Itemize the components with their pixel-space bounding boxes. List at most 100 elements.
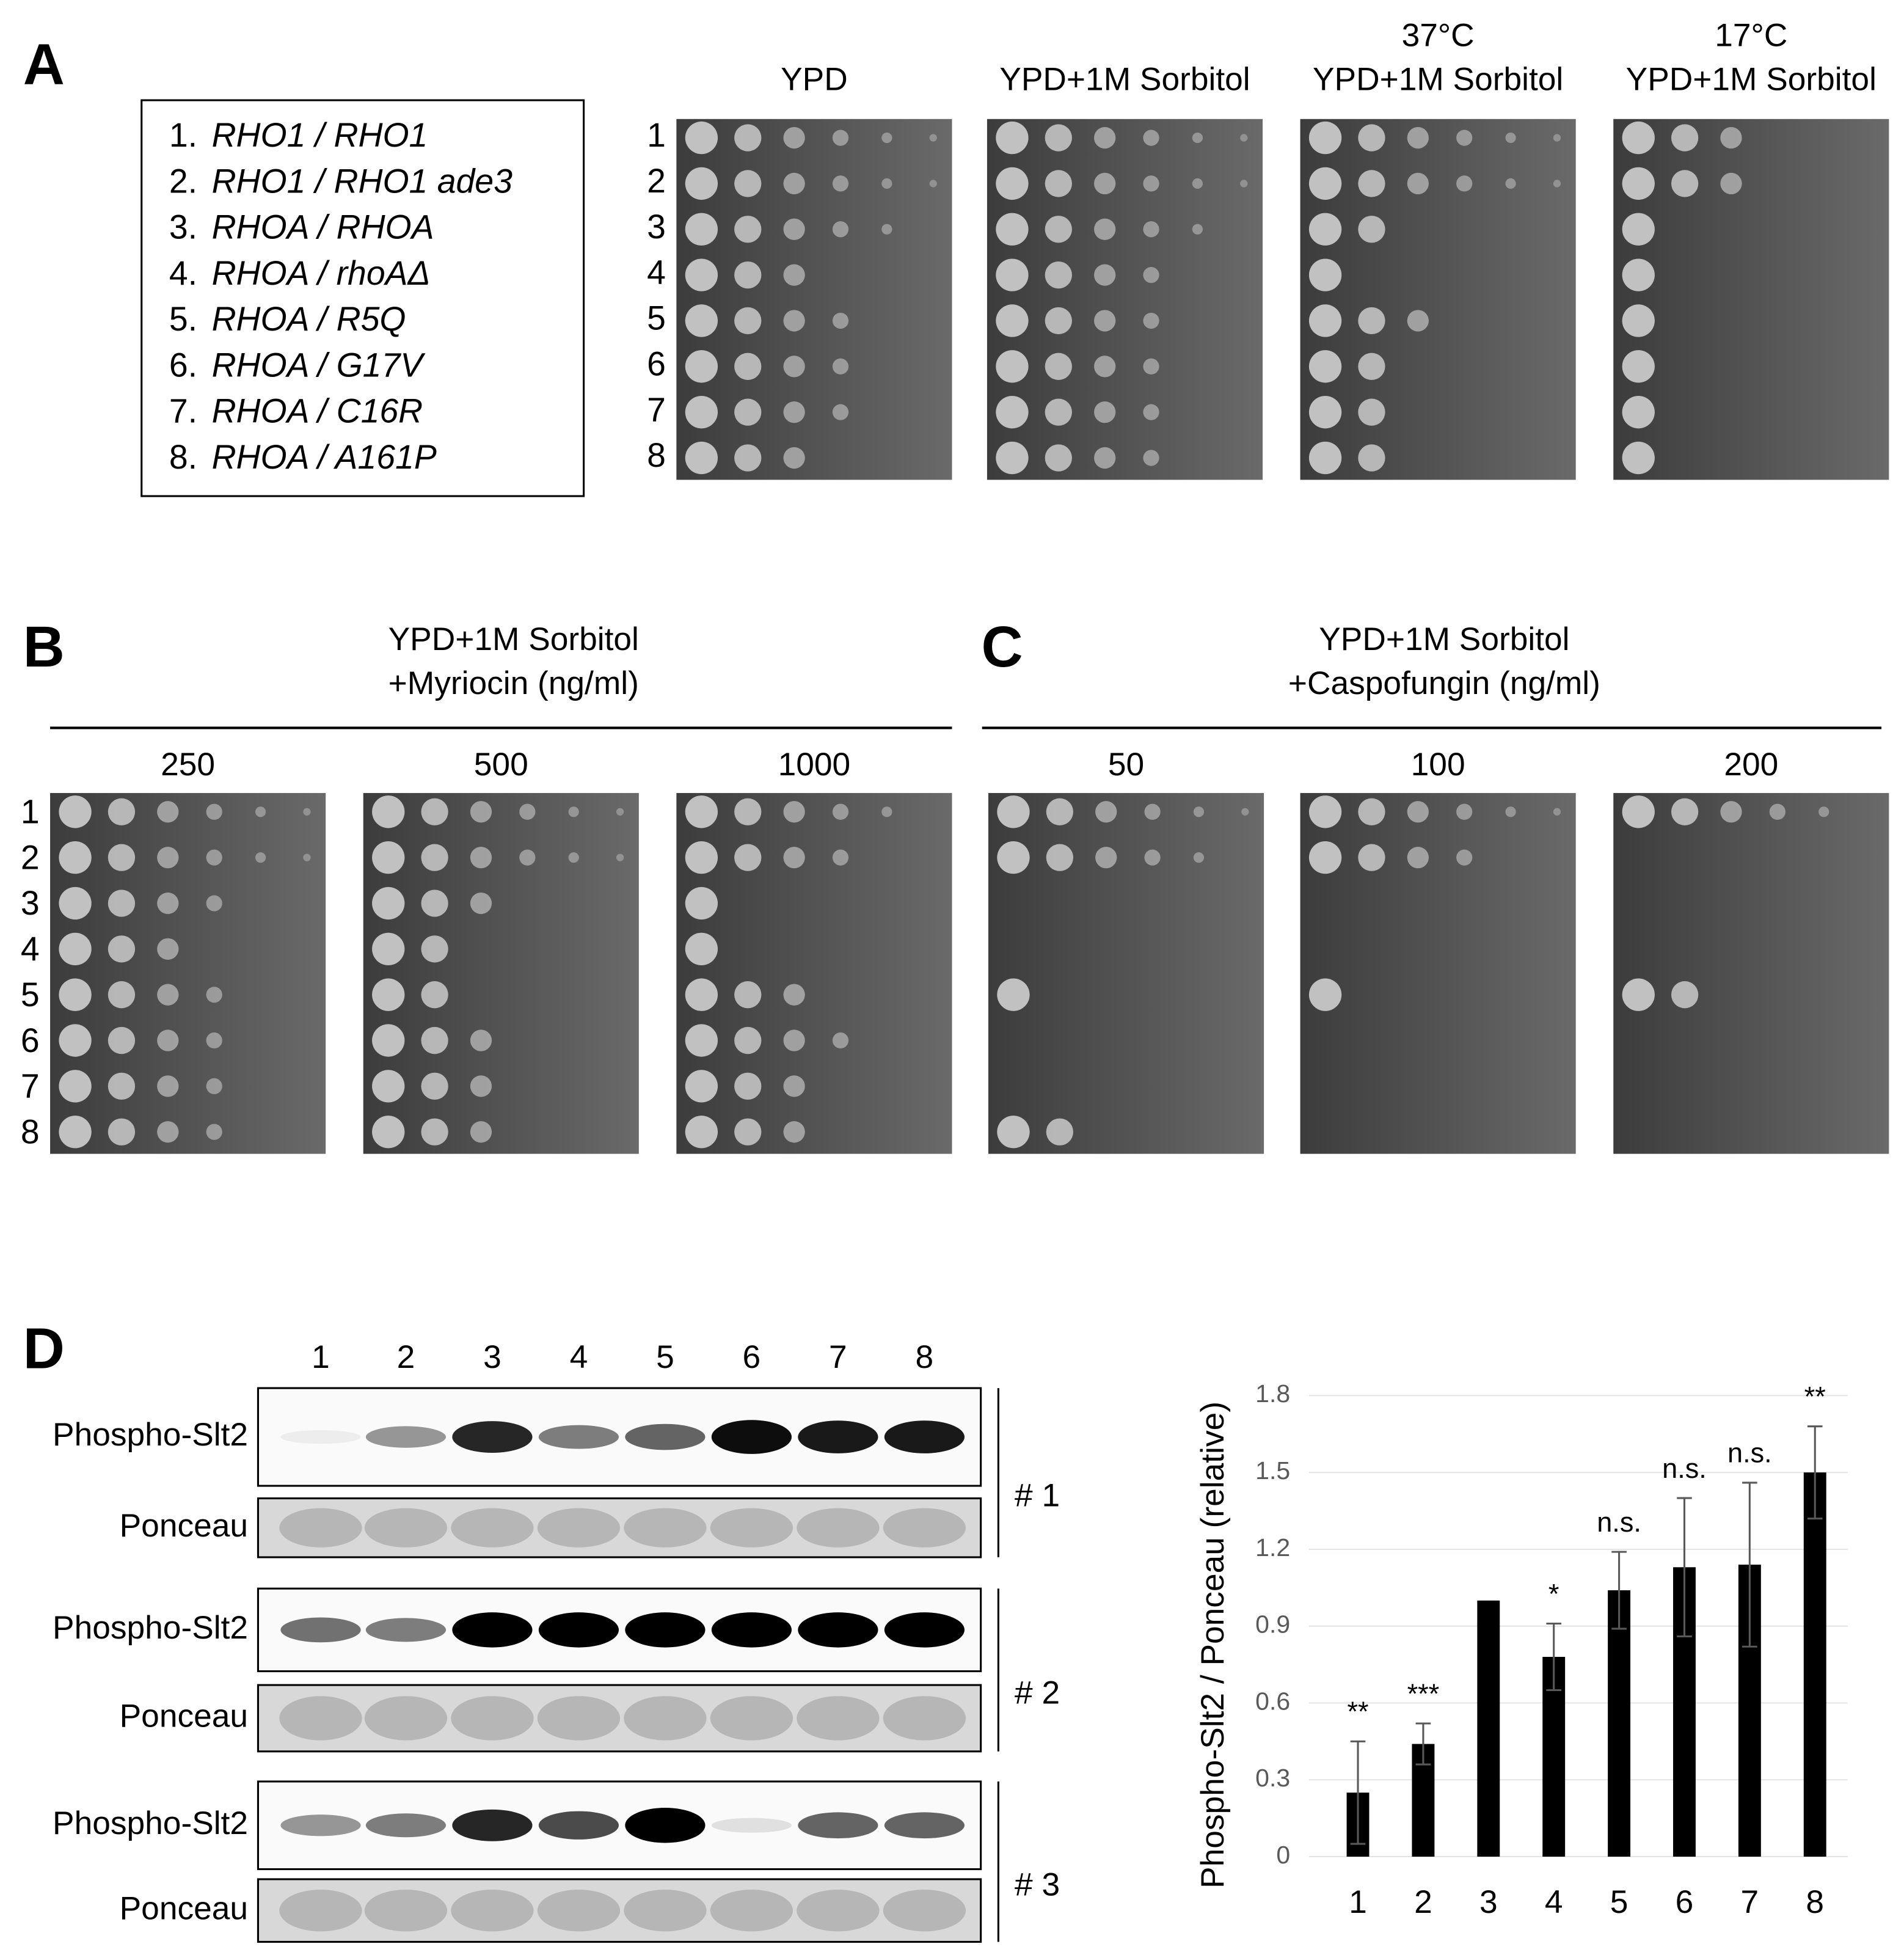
row-label: 8 (647, 436, 666, 474)
yeast-spot (568, 806, 579, 817)
plate (1613, 119, 1889, 480)
yeast-spot (832, 221, 849, 238)
yeast-spot (421, 935, 448, 963)
bar (1803, 1472, 1826, 1857)
yeast-spot (1240, 134, 1248, 142)
yeast-spot (1358, 170, 1385, 197)
yeast-spot (734, 1072, 762, 1100)
blot-band (538, 1425, 619, 1449)
yeast-spot (206, 1124, 222, 1140)
yeast-spot (997, 841, 1030, 874)
yeast-spot (470, 1121, 492, 1143)
concentration-label: 500 (474, 747, 528, 783)
panel-title: YPD+1M Sorbitol (388, 621, 639, 657)
yeast-spot (1094, 218, 1116, 240)
yeast-spot (372, 978, 405, 1011)
yeast-spot (783, 126, 805, 149)
yeast-spot (996, 213, 1029, 246)
yeast-spot (685, 886, 718, 920)
yeast-spot (1622, 395, 1655, 429)
yeast-spot (783, 218, 805, 240)
yeast-spot (1192, 178, 1203, 189)
yeast-spot (1193, 806, 1205, 817)
yeast-spot (734, 216, 762, 243)
blot-band (452, 1612, 533, 1648)
yeast-spot (616, 853, 624, 861)
ponceau-band (451, 1890, 534, 1932)
panel-label: D (23, 1317, 65, 1381)
panel-label: C (981, 615, 1023, 679)
yeast-spot (255, 806, 266, 817)
yeast-spot (1456, 130, 1473, 146)
row-label: 4 (21, 930, 40, 968)
yeast-spot (519, 803, 536, 820)
yeast-spot (783, 1121, 805, 1143)
yeast-spot (108, 890, 136, 917)
legend-box (140, 99, 585, 497)
yeast-spot (1094, 401, 1116, 423)
blot-band (884, 1612, 965, 1648)
strain-number: 6. (169, 346, 197, 384)
yeast-spot (1094, 126, 1116, 149)
concentration-label: 1000 (778, 747, 851, 783)
yeast-spot (734, 398, 762, 426)
yeast-spot (470, 801, 492, 823)
yeast-spot (108, 935, 136, 963)
yeast-spot (1622, 304, 1655, 337)
yeast-spot (996, 258, 1029, 291)
plate-title: YPD+1M Sorbitol (999, 61, 1250, 97)
yeast-spot (1622, 795, 1655, 828)
yeast-spot (421, 890, 448, 917)
yeast-spot (470, 847, 492, 869)
yeast-spot (157, 984, 179, 1006)
yeast-spot (1407, 126, 1429, 149)
yeast-spot (1671, 981, 1699, 1009)
yeast-spot (206, 849, 222, 866)
x-tick-label: 2 (1414, 1884, 1432, 1920)
y-tick-label: 0.3 (1255, 1764, 1290, 1792)
yeast-spot (881, 178, 892, 189)
yeast-spot (1358, 353, 1385, 380)
yeast-spot (881, 806, 892, 817)
plate-image (1613, 119, 1889, 480)
ponceau-band (883, 1696, 966, 1741)
yeast-spot (108, 1118, 136, 1146)
yeast-spot (685, 258, 718, 291)
yeast-spot (1143, 312, 1159, 329)
x-tick-label: 4 (1545, 1884, 1563, 1920)
yeast-spot (783, 801, 805, 823)
yeast-spot (783, 401, 805, 423)
yeast-spot (1553, 180, 1561, 188)
yeast-spot (734, 981, 762, 1009)
plate-image (50, 793, 326, 1154)
yeast-spot (734, 353, 762, 380)
yeast-spot (996, 395, 1029, 429)
yeast-spot (832, 175, 849, 192)
yeast-spot (734, 261, 762, 289)
row-label: 6 (647, 345, 666, 382)
concentration-label: 50 (1108, 747, 1144, 783)
plate-image (363, 793, 639, 1154)
blot-band (798, 1612, 878, 1648)
yeast-spot (832, 803, 849, 820)
yeast-spot (206, 1032, 222, 1049)
row-label: 3 (21, 884, 40, 922)
yeast-spot (1193, 852, 1205, 863)
yeast-spot (1622, 978, 1655, 1011)
yeast-spot (1308, 978, 1342, 1011)
yeast-spot (1308, 258, 1342, 291)
yeast-spot (1308, 121, 1342, 155)
ponceau-band (797, 1508, 880, 1548)
strain-genotype: RHOA / R5Q (212, 300, 406, 338)
blot-band (365, 1618, 447, 1642)
yeast-spot (59, 841, 92, 874)
yeast-spot (421, 844, 448, 871)
x-tick-label: 5 (1610, 1884, 1629, 1920)
yeast-spot (1045, 261, 1072, 289)
yeast-spot (108, 1026, 136, 1054)
yeast-spot (734, 124, 762, 152)
yeast-spot (783, 172, 805, 195)
yeast-spot (470, 1075, 492, 1097)
yeast-spot (1308, 304, 1342, 337)
